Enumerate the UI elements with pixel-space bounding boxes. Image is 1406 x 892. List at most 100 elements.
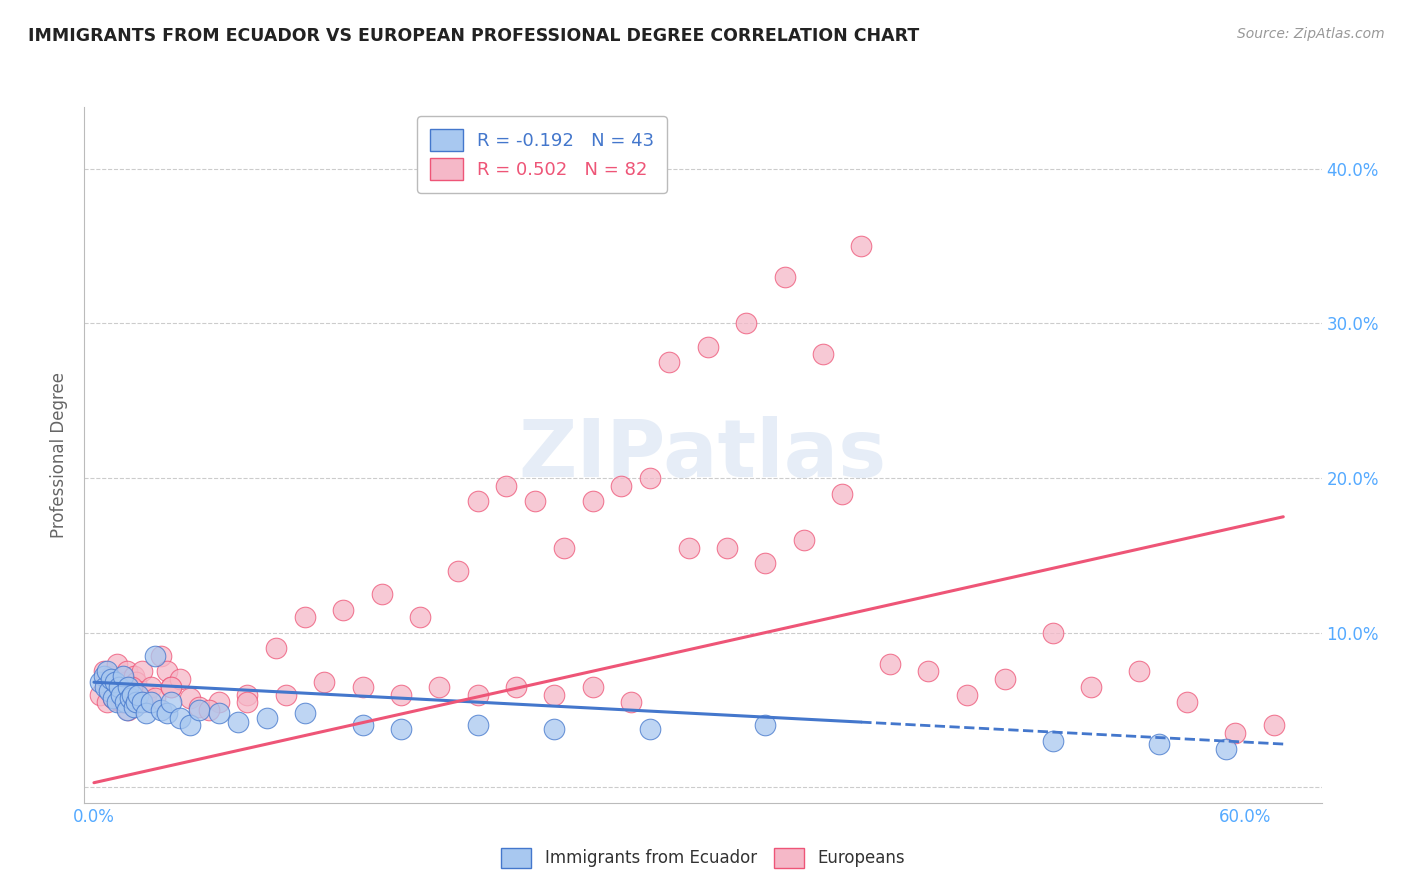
Point bbox=[716, 541, 738, 555]
Point bbox=[543, 688, 565, 702]
Point bbox=[256, 711, 278, 725]
Legend: Immigrants from Ecuador, Europeans: Immigrants from Ecuador, Europeans bbox=[492, 838, 914, 878]
Point bbox=[696, 340, 718, 354]
Point bbox=[467, 494, 489, 508]
Point bbox=[114, 675, 136, 690]
Point bbox=[121, 688, 143, 702]
Text: IMMIGRANTS FROM ECUADOR VS EUROPEAN PROFESSIONAL DEGREE CORRELATION CHART: IMMIGRANTS FROM ECUADOR VS EUROPEAN PROF… bbox=[28, 27, 920, 45]
Point bbox=[505, 680, 527, 694]
Point bbox=[994, 672, 1017, 686]
Point bbox=[754, 556, 776, 570]
Point bbox=[108, 680, 131, 694]
Point bbox=[773, 270, 796, 285]
Point bbox=[582, 680, 605, 694]
Point bbox=[352, 680, 374, 694]
Point bbox=[117, 703, 139, 717]
Point bbox=[294, 610, 316, 624]
Point bbox=[1175, 695, 1198, 709]
Point bbox=[96, 695, 118, 709]
Point bbox=[274, 688, 297, 702]
Point bbox=[1147, 737, 1170, 751]
Point bbox=[100, 672, 122, 686]
Point bbox=[427, 680, 450, 694]
Point bbox=[678, 541, 700, 555]
Point bbox=[100, 669, 122, 683]
Point bbox=[467, 688, 489, 702]
Point bbox=[108, 680, 131, 694]
Point bbox=[1080, 680, 1102, 694]
Point bbox=[110, 688, 132, 702]
Point bbox=[314, 675, 336, 690]
Point bbox=[582, 494, 605, 508]
Point bbox=[793, 533, 815, 547]
Point bbox=[104, 675, 127, 690]
Point bbox=[135, 706, 157, 720]
Point bbox=[1042, 625, 1064, 640]
Point bbox=[495, 479, 517, 493]
Point bbox=[121, 680, 143, 694]
Point bbox=[111, 695, 134, 709]
Point bbox=[159, 680, 181, 694]
Point bbox=[93, 669, 115, 683]
Point bbox=[956, 688, 979, 702]
Point bbox=[127, 695, 149, 709]
Point bbox=[89, 675, 111, 690]
Point bbox=[179, 690, 201, 705]
Point bbox=[98, 684, 121, 698]
Point bbox=[121, 680, 143, 694]
Point bbox=[104, 672, 127, 686]
Point bbox=[658, 355, 681, 369]
Text: ZIPatlas: ZIPatlas bbox=[519, 416, 887, 494]
Point bbox=[188, 700, 211, 714]
Point bbox=[150, 703, 173, 717]
Point bbox=[208, 706, 231, 720]
Point bbox=[131, 695, 153, 709]
Point bbox=[115, 703, 138, 717]
Point bbox=[125, 695, 148, 709]
Point bbox=[122, 669, 145, 683]
Point bbox=[159, 695, 181, 709]
Point bbox=[553, 541, 575, 555]
Point bbox=[131, 695, 153, 709]
Point bbox=[105, 657, 128, 671]
Point bbox=[917, 665, 939, 679]
Point bbox=[467, 718, 489, 732]
Point bbox=[188, 703, 211, 717]
Point bbox=[96, 665, 118, 679]
Point bbox=[169, 711, 191, 725]
Point bbox=[101, 690, 124, 705]
Point bbox=[159, 680, 181, 694]
Point bbox=[115, 665, 138, 679]
Point bbox=[125, 675, 148, 690]
Point bbox=[879, 657, 901, 671]
Point bbox=[135, 688, 157, 702]
Point bbox=[208, 695, 231, 709]
Point bbox=[1215, 741, 1237, 756]
Point bbox=[111, 669, 134, 683]
Point bbox=[352, 718, 374, 732]
Point bbox=[409, 610, 432, 624]
Point bbox=[105, 695, 128, 709]
Point bbox=[101, 690, 124, 705]
Point bbox=[110, 695, 132, 709]
Point bbox=[1128, 665, 1150, 679]
Point bbox=[294, 706, 316, 720]
Point bbox=[179, 718, 201, 732]
Text: Source: ZipAtlas.com: Source: ZipAtlas.com bbox=[1237, 27, 1385, 41]
Point bbox=[236, 688, 259, 702]
Point bbox=[811, 347, 834, 361]
Point bbox=[94, 680, 117, 694]
Point bbox=[141, 680, 163, 694]
Point bbox=[122, 700, 145, 714]
Point bbox=[543, 722, 565, 736]
Point bbox=[198, 703, 221, 717]
Point bbox=[150, 648, 173, 663]
Point bbox=[735, 317, 758, 331]
Point bbox=[156, 665, 179, 679]
Point bbox=[638, 471, 661, 485]
Point bbox=[127, 688, 149, 702]
Point bbox=[236, 695, 259, 709]
Point bbox=[264, 641, 287, 656]
Point bbox=[1263, 718, 1285, 732]
Point bbox=[156, 706, 179, 720]
